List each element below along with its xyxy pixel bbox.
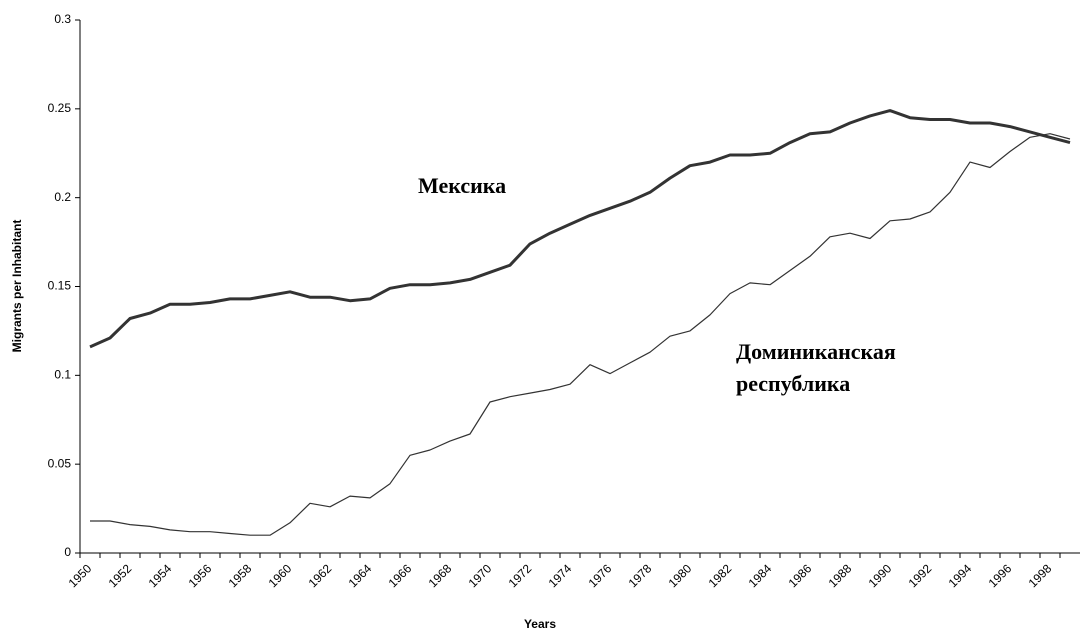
x-tick-label: 1968: [426, 561, 455, 590]
x-tick-label: 1954: [146, 561, 175, 590]
x-tick-label: 1978: [626, 561, 655, 590]
x-axis-title: Years: [524, 617, 556, 631]
x-tick-label: 1964: [346, 561, 375, 590]
x-tick-label: 1984: [746, 561, 775, 590]
y-tick-label: 0.3: [54, 12, 71, 26]
x-tick-label: 1994: [946, 561, 975, 590]
x-tick-label: 1952: [106, 561, 135, 590]
series-label: Мексика: [418, 173, 507, 198]
x-tick-label: 1986: [786, 561, 815, 590]
x-tick-label: 1960: [266, 561, 295, 590]
x-tick-label: 1996: [986, 561, 1015, 590]
x-tick-label: 1976: [586, 561, 615, 590]
x-tick-label: 1980: [666, 561, 695, 590]
x-tick-label: 1990: [866, 561, 895, 590]
y-axis-title: Migrants per Inhabitant: [10, 220, 24, 353]
y-tick-label: 0.15: [48, 279, 72, 293]
x-tick-label: 1972: [506, 561, 535, 590]
x-tick-label: 1992: [906, 561, 935, 590]
x-tick-label: 1998: [1026, 561, 1055, 590]
y-tick-label: 0.1: [54, 368, 71, 382]
series-label: Доминиканская республика: [736, 339, 896, 396]
y-tick-label: 0.05: [48, 456, 72, 470]
x-tick-label: 1956: [186, 561, 215, 590]
x-tick-label: 1974: [546, 561, 575, 590]
x-tick-label: 1988: [826, 561, 855, 590]
x-tick-label: 1970: [466, 561, 495, 590]
x-tick-label: 1950: [66, 561, 95, 590]
y-tick-label: 0.25: [48, 101, 72, 115]
series-line: [90, 133, 1071, 536]
x-tick-label: 1958: [226, 561, 255, 590]
x-tick-label: 1962: [306, 561, 335, 590]
x-tick-label: 1966: [386, 561, 415, 590]
y-tick-label: 0: [64, 545, 71, 559]
x-tick-label: 1982: [706, 561, 735, 590]
series-line: [89, 109, 1071, 349]
y-tick-label: 0.2: [54, 190, 71, 204]
